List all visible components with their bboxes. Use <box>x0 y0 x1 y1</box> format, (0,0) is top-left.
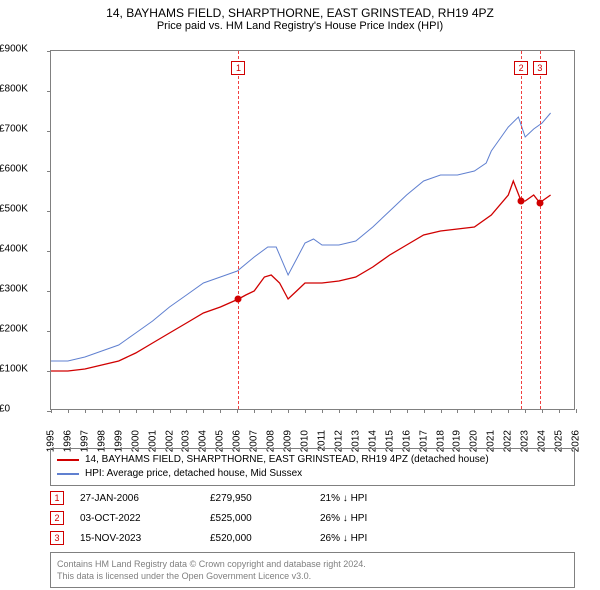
sale-dot <box>536 200 543 207</box>
sale-vline <box>238 51 239 409</box>
legend-swatch <box>57 473 79 475</box>
sale-marker-box: 3 <box>533 61 547 75</box>
annotation-diff: 21% ↓ HPI <box>320 493 440 504</box>
annotation-id-box: 2 <box>50 511 64 525</box>
legend-swatch <box>57 459 79 461</box>
sale-vline <box>521 51 522 409</box>
y-axis-label: £300K <box>0 284 44 295</box>
series-hpi <box>51 113 551 361</box>
sale-marker-box: 1 <box>231 61 245 75</box>
annotation-row: 1 27-JAN-2006£279,95021% ↓ HPI <box>50 488 575 508</box>
chart-area: £0£100K£200K£300K£400K£500K£600K£700K£80… <box>50 50 575 410</box>
annotation-date: 03-OCT-2022 <box>80 513 210 524</box>
chart-title-line1: 14, BAYHAMS FIELD, SHARPTHORNE, EAST GRI… <box>0 0 600 20</box>
annotation-price: £525,000 <box>210 513 320 524</box>
y-axis-label: £0 <box>0 404 44 415</box>
annotation-price: £279,950 <box>210 493 320 504</box>
sale-dot <box>518 198 525 205</box>
annotation-diff: 26% ↓ HPI <box>320 533 440 544</box>
legend-label: 14, BAYHAMS FIELD, SHARPTHORNE, EAST GRI… <box>85 453 489 467</box>
annotation-table: 1 27-JAN-2006£279,95021% ↓ HPI 2 03-OCT-202… <box>50 488 575 548</box>
legend-label: HPI: Average price, detached house, Mid … <box>85 467 302 481</box>
y-axis-label: £900K <box>0 44 44 55</box>
y-axis-label: £400K <box>0 244 44 255</box>
annotation-row: 3 15-NOV-2023£520,00026% ↓ HPI <box>50 528 575 548</box>
annotation-id-box: 3 <box>50 531 64 545</box>
legend: 14, BAYHAMS FIELD, SHARPTHORNE, EAST GRI… <box>50 448 575 486</box>
sale-dot <box>235 296 242 303</box>
series-property <box>51 181 551 371</box>
chart-plot: £0£100K£200K£300K£400K£500K£600K£700K£80… <box>50 50 575 410</box>
y-axis-label: £800K <box>0 84 44 95</box>
chart-title-line2: Price paid vs. HM Land Registry's House … <box>0 20 600 36</box>
sale-vline <box>540 51 541 409</box>
attribution-line1: Contains HM Land Registry data © Crown c… <box>57 558 568 570</box>
y-axis-label: £100K <box>0 364 44 375</box>
annotation-id-box: 1 <box>50 491 64 505</box>
annotation-row: 2 03-OCT-2022£525,00026% ↓ HPI <box>50 508 575 528</box>
y-axis-label: £500K <box>0 204 44 215</box>
legend-row: HPI: Average price, detached house, Mid … <box>57 467 568 481</box>
annotation-price: £520,000 <box>210 533 320 544</box>
y-axis-label: £700K <box>0 124 44 135</box>
attribution-box: Contains HM Land Registry data © Crown c… <box>50 552 575 588</box>
sale-marker-box: 2 <box>514 61 528 75</box>
annotation-date: 15-NOV-2023 <box>80 533 210 544</box>
attribution-line2: This data is licensed under the Open Gov… <box>57 570 568 582</box>
y-axis-label: £200K <box>0 324 44 335</box>
annotation-date: 27-JAN-2006 <box>80 493 210 504</box>
y-axis-label: £600K <box>0 164 44 175</box>
legend-row: 14, BAYHAMS FIELD, SHARPTHORNE, EAST GRI… <box>57 453 568 467</box>
chart-lines <box>51 51 576 411</box>
annotation-diff: 26% ↓ HPI <box>320 513 440 524</box>
